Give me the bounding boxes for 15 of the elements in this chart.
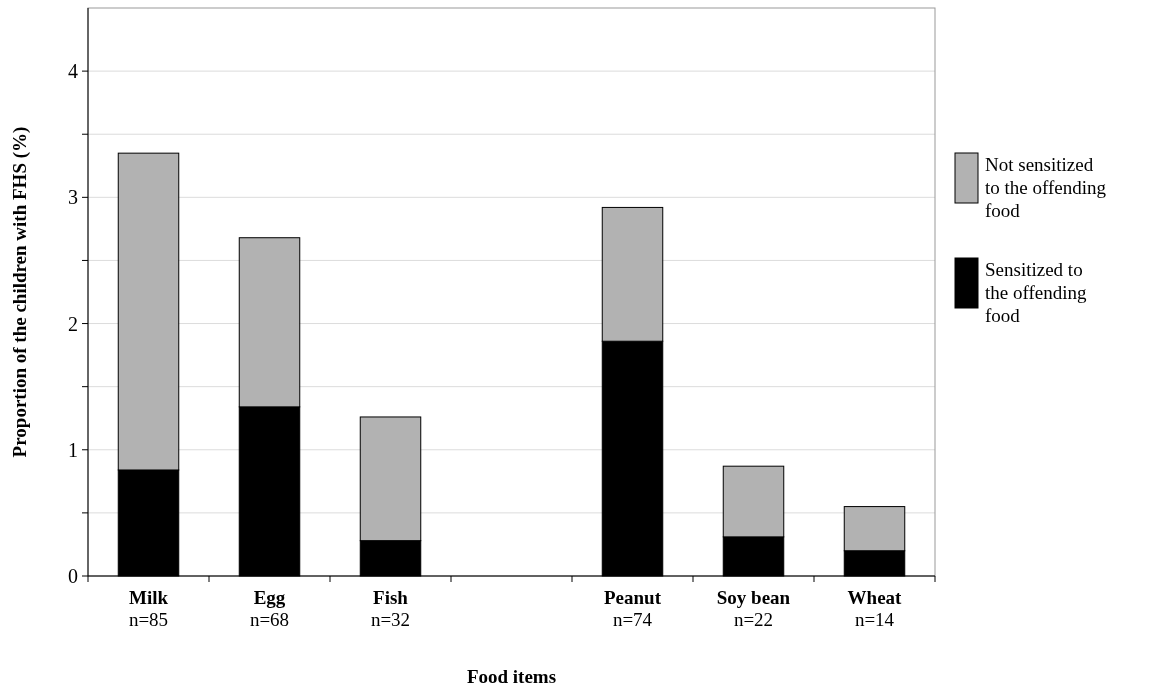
x-tick-label: Milk n=85 [128, 587, 169, 630]
x-axis-title: Food items [466, 666, 557, 687]
y-tick-label: 1 [68, 438, 78, 461]
text: Sensitized to the offending food [985, 259, 1092, 326]
y-axis-title: Proportion of the children with FHS (%) [9, 126, 31, 458]
text: Not sensitized to the offending food [985, 154, 1111, 221]
x-tick-label: Peanut n=74 [604, 587, 662, 630]
x-tick-label: Wheat n=14 [847, 587, 903, 630]
y-tick-label: 4 [68, 60, 78, 83]
y-tick-label: 2 [68, 312, 78, 335]
y-tick-label: 3 [68, 186, 78, 209]
y-tick-label: 0 [68, 565, 78, 587]
x-tick-label: Fish n=32 [370, 587, 411, 630]
x-tick-label: Egg n=68 [249, 587, 290, 630]
x-tick-label: Soy bean n=22 [716, 587, 791, 630]
